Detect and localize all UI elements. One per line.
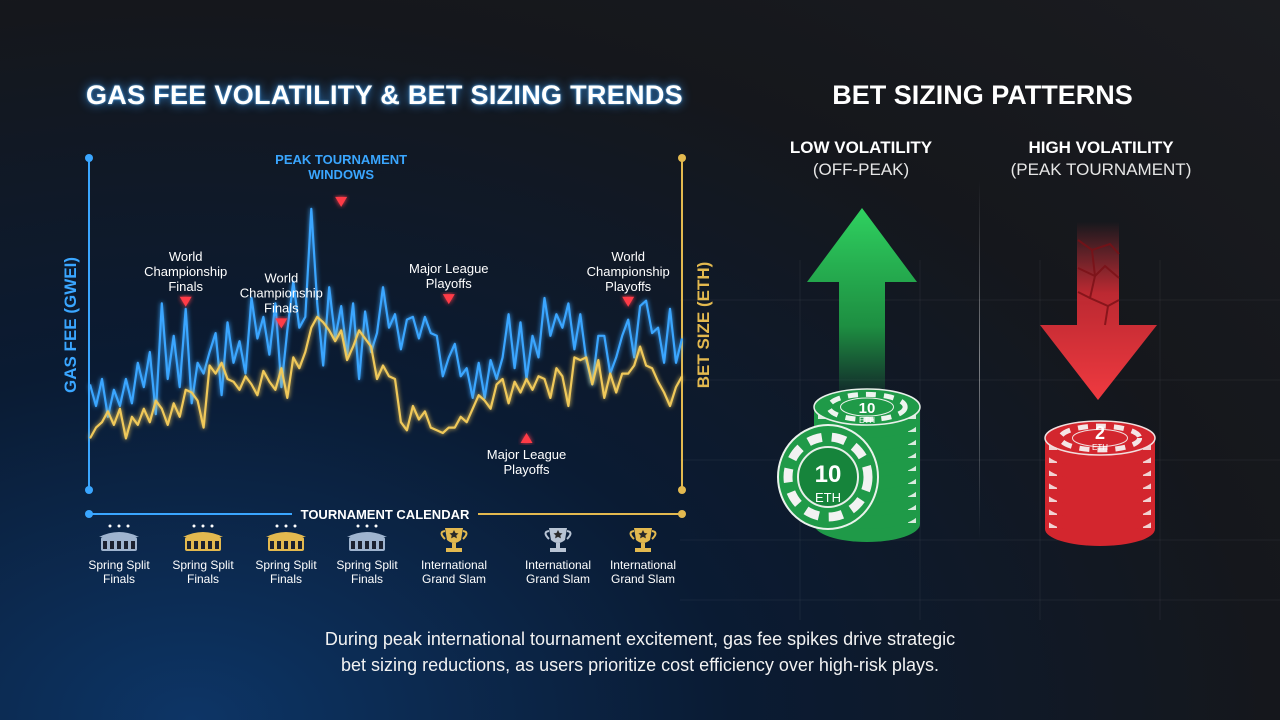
calendar-label-1-1: Finals <box>187 572 219 586</box>
calendar-label-0-0: Spring Split <box>88 558 150 572</box>
annotation-label-4-0: Major League <box>487 447 567 462</box>
low-volatility-subtitle: (OFF-PEAK) <box>812 160 910 179</box>
left-axis-cap-top <box>85 154 93 162</box>
x-axis-label: TOURNAMENT CALENDAR <box>301 507 470 522</box>
trophy-icon <box>629 528 657 552</box>
column-divider <box>979 180 980 540</box>
caption-line-1: During peak international tournament exc… <box>324 629 956 649</box>
annotation-label-3-1: Playoffs <box>426 276 473 291</box>
annotation-label-5-1: Championship <box>587 264 670 279</box>
annotation-marker-4 <box>520 433 533 443</box>
high-volatility-title: HIGH VOLATILITY <box>1028 138 1174 157</box>
green-top-chip-value: 10 <box>859 400 876 417</box>
y2-axis-label: BET SIZE (ETH) <box>694 262 713 389</box>
right-axis-cap-top <box>678 154 686 162</box>
right-axis-cap-bottom <box>678 486 686 494</box>
stadium-icon <box>347 524 387 551</box>
annotation-layer: WorldChampionshipFinalsWorldChampionship… <box>144 152 670 477</box>
series-layer <box>88 207 684 440</box>
stadium-icon <box>266 524 306 551</box>
trophy-icon <box>544 528 572 552</box>
calendar-cap-left <box>85 510 93 518</box>
low-volatility-title: LOW VOLATILITY <box>789 138 933 157</box>
gas-fee-chart: GAS FEE (GWEI) BET SIZE (ETH) WorldChamp… <box>61 152 713 586</box>
calendar-label-6-1: Grand Slam <box>611 572 675 586</box>
red-chip-value: 2 <box>1095 423 1105 443</box>
stadium-icon <box>99 524 139 551</box>
annotation-marker-5 <box>622 296 635 307</box>
series-line-1 <box>89 315 683 440</box>
up-arrow-icon <box>807 208 917 405</box>
annotation-label-1-2: Finals <box>264 300 299 315</box>
annotation-label-1-1: Championship <box>240 285 323 300</box>
red-chip-unit: ETH <box>1092 443 1108 452</box>
annotation-marker-1 <box>275 318 288 329</box>
stadium-icon <box>183 524 223 551</box>
chart-title: GAS FEE VOLATILITY & BET SIZING TRENDS <box>86 80 683 110</box>
annotation-label-3-0: Major League <box>409 261 489 276</box>
green-chip-value: 10 <box>815 461 842 488</box>
annotation-label-0-0: World <box>169 249 203 264</box>
annotation-label-1-0: World <box>264 270 298 285</box>
calendar-label-3-1: Finals <box>351 572 383 586</box>
patterns-title: BET SIZING PATTERNS <box>832 80 1133 110</box>
calendar-label-2-1: Finals <box>270 572 302 586</box>
crack-pattern <box>1077 239 1120 326</box>
annotation-marker-0 <box>179 296 192 307</box>
calendar-label-4-1: Grand Slam <box>422 572 486 586</box>
calendar-label-6-0: International <box>610 558 676 572</box>
annotation-label-0-1: Championship <box>144 264 227 279</box>
calendar-cap-right <box>678 510 686 518</box>
low-volatility-heading: LOW VOLATILITY (OFF-PEAK) <box>746 137 976 181</box>
annotation-label-4-1: Playoffs <box>504 462 551 477</box>
green-chip-unit: ETH <box>815 490 841 505</box>
series-line-0 <box>88 207 684 418</box>
annotation-marker-3 <box>442 294 455 305</box>
calendar-label-4-0: International <box>421 558 487 572</box>
trophy-icon <box>440 528 468 552</box>
annotation-label-5-2: Playoffs <box>605 279 652 294</box>
caption-line-2: bet sizing reductions, as users prioriti… <box>341 655 939 675</box>
green-top-chip-unit: ETH <box>859 416 875 425</box>
annotation-label-2-0: PEAK TOURNAMENT <box>275 152 407 167</box>
calendar-label-5-0: International <box>525 558 591 572</box>
calendar-label-3-0: Spring Split <box>336 558 398 572</box>
red-chip-stack <box>1044 420 1156 546</box>
green-chip-front: 10 ETH <box>777 424 879 530</box>
calendar-label-0-1: Finals <box>103 572 135 586</box>
left-axis-cap-bottom <box>85 486 93 494</box>
annotation-label-5-0: World <box>611 249 645 264</box>
annotation-marker-2 <box>335 196 348 207</box>
down-arrow-icon <box>1040 222 1157 400</box>
y-axis-label: GAS FEE (GWEI) <box>61 257 80 393</box>
annotation-label-0-2: Finals <box>168 279 203 294</box>
high-volatility-heading: HIGH VOLATILITY (PEAK TOURNAMENT) <box>986 137 1216 181</box>
caption: During peak international tournament exc… <box>250 626 1030 678</box>
calendar-label-5-1: Grand Slam <box>526 572 590 586</box>
calendar-label-1-0: Spring Split <box>172 558 234 572</box>
calendar-label-2-0: Spring Split <box>255 558 317 572</box>
annotation-label-2-1: WINDOWS <box>308 167 374 182</box>
high-volatility-subtitle: (PEAK TOURNAMENT) <box>1010 160 1192 179</box>
